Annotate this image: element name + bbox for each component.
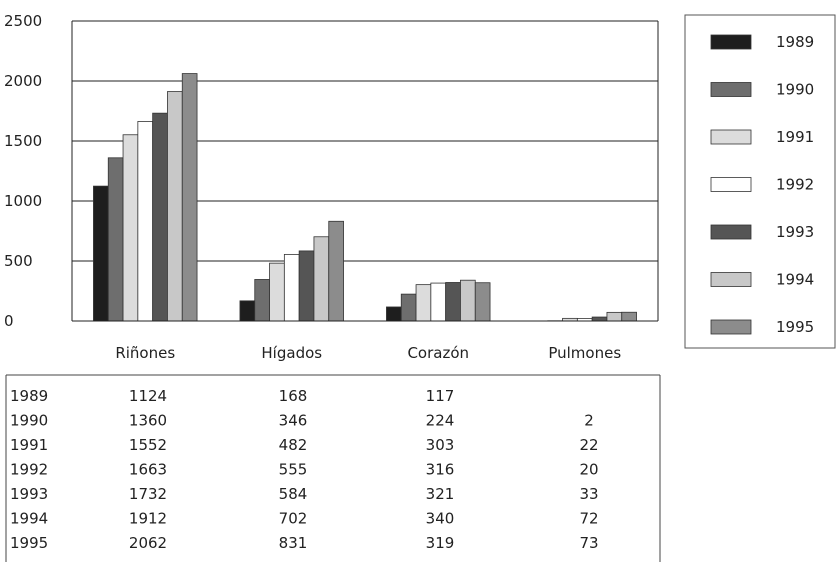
table-cell: 33	[579, 485, 598, 503]
table-cell: 555	[279, 461, 308, 479]
table-cell: 20	[579, 461, 598, 479]
bar	[239, 300, 256, 322]
table-cell: 1552	[129, 436, 167, 454]
table-cell: 2	[584, 412, 594, 430]
legend-label: 1995	[776, 318, 814, 336]
table-cell: 316	[426, 461, 455, 479]
bar	[328, 220, 344, 322]
bar	[460, 279, 476, 322]
table-cell: 482	[279, 436, 308, 454]
table-cell: 224	[426, 412, 455, 430]
bar	[107, 157, 124, 322]
x-tick-label: Pulmones	[548, 344, 621, 362]
bar	[152, 112, 168, 322]
table-cell: 346	[279, 412, 308, 430]
bar	[606, 311, 623, 322]
table-cell: 584	[279, 485, 308, 503]
table-cell: 702	[279, 510, 308, 528]
table-row-header: 1991	[10, 436, 48, 454]
table-cell: 321	[426, 485, 455, 503]
y-axis-ticks: 0 500 1000 1500 2000 2500	[4, 12, 42, 330]
x-tick-label: Hígados	[261, 344, 322, 362]
table-cell: 831	[279, 534, 308, 552]
legend-label: 1993	[776, 223, 814, 241]
table-row-header: 1990	[10, 412, 48, 430]
legend-swatch	[710, 177, 752, 192]
category-labels: Riñones Hígados Corazón Pulmones	[115, 344, 621, 362]
legend-label: 1990	[776, 81, 814, 99]
bar	[254, 279, 270, 322]
legend-label: 1991	[776, 128, 814, 146]
bar	[415, 284, 432, 322]
legend-label: 1989	[776, 33, 814, 51]
legend-swatch	[710, 129, 752, 145]
legend-label: 1994	[776, 271, 814, 289]
data-table: 1989 1124 168 117 1990 1360 346 224 2 1991 1552 482…	[5, 374, 661, 562]
legend: 1989 1990 1991 1992 1993 1994 1995	[684, 14, 836, 349]
bar	[167, 91, 183, 322]
table-cell: 1912	[129, 510, 167, 528]
y-tick-label: 1000	[4, 192, 42, 210]
legend-label: 1992	[776, 176, 814, 194]
axes	[71, 20, 659, 322]
table-cell: 340	[426, 510, 455, 528]
legend-box	[684, 14, 836, 349]
bar	[283, 253, 300, 322]
table-cell: 2062	[129, 534, 167, 552]
legend-swatch	[710, 224, 752, 240]
table-row-header: 1995	[10, 534, 48, 552]
bar	[591, 316, 608, 322]
y-tick-label: 2500	[4, 12, 42, 30]
table-cell: 1124	[129, 387, 167, 405]
table-cell: 319	[426, 534, 455, 552]
bar	[269, 262, 285, 322]
table-cell: 1663	[129, 461, 167, 479]
table-cell: 73	[579, 534, 598, 552]
bar	[430, 282, 447, 322]
bar	[137, 121, 154, 322]
table-cell: 303	[426, 436, 455, 454]
table-cell: 117	[426, 387, 455, 405]
bar	[181, 73, 198, 322]
y-tick-label: 500	[4, 252, 33, 270]
table-row-header: 1992	[10, 461, 48, 479]
legend-swatch	[710, 272, 752, 287]
bar	[621, 311, 637, 322]
bar	[474, 282, 491, 322]
y-tick-label: 2000	[4, 72, 42, 90]
table-cell: 22	[579, 436, 598, 454]
bar	[298, 250, 315, 322]
table-row-header: 1993	[10, 485, 48, 503]
bar	[122, 134, 139, 322]
bar	[313, 236, 330, 322]
table-row-header: 1994	[10, 510, 48, 528]
table-cell: 168	[279, 387, 308, 405]
x-tick-label: Riñones	[115, 344, 175, 362]
x-tick-label: Corazón	[407, 344, 469, 362]
y-tick-label: 1500	[4, 132, 42, 150]
table-cell: 1360	[129, 412, 167, 430]
bar	[445, 282, 461, 322]
legend-swatch	[710, 34, 752, 50]
legend-swatch	[710, 319, 752, 335]
bar	[400, 293, 417, 322]
bar	[386, 306, 402, 322]
bars	[93, 73, 637, 322]
y-tick-label: 0	[4, 312, 14, 330]
legend-swatch	[710, 82, 752, 97]
table-row-header: 1989	[10, 387, 48, 405]
table-cell: 1732	[129, 485, 167, 503]
bar	[93, 185, 109, 322]
table-cell: 72	[579, 510, 598, 528]
